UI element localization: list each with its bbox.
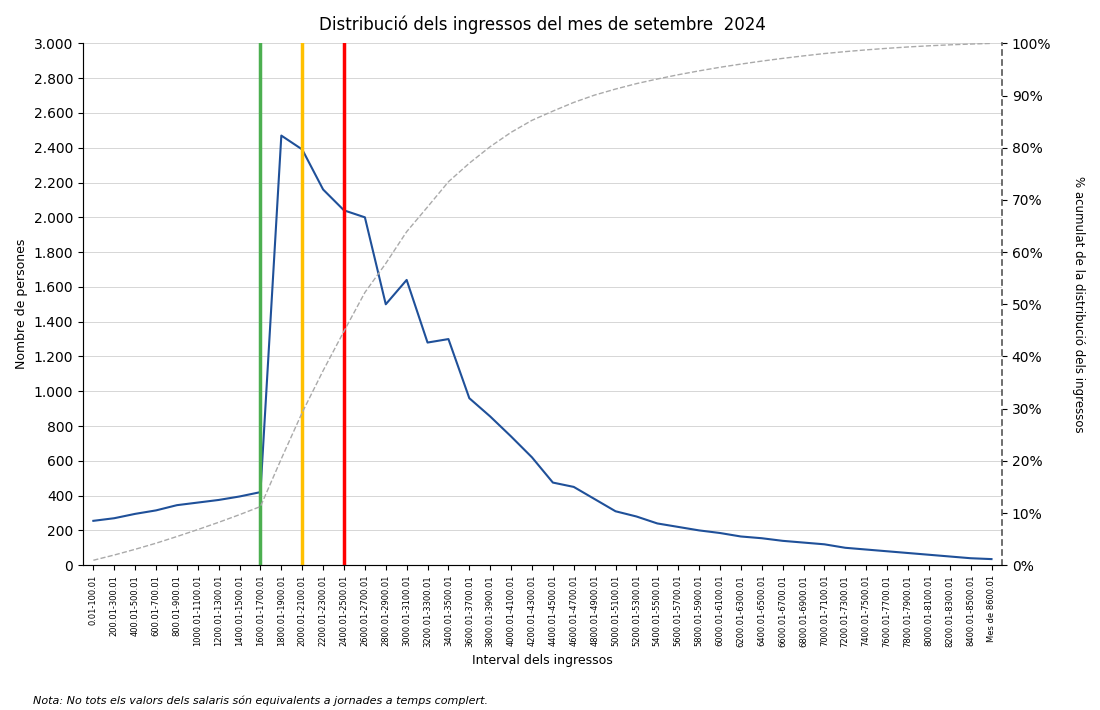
Text: Nota: No tots els valors dels salaris són equivalents a jornades a temps compler: Nota: No tots els valors dels salaris só… xyxy=(33,696,488,706)
Title: Distribució dels ingressos del mes de setembre  2024: Distribució dels ingressos del mes de se… xyxy=(319,15,766,33)
X-axis label: Interval dels ingressos: Interval dels ingressos xyxy=(472,654,613,667)
Y-axis label: % acumulat de la distribució dels ingressos: % acumulat de la distribució dels ingres… xyxy=(1072,176,1085,432)
Y-axis label: Nombre de persones: Nombre de persones xyxy=(15,239,28,369)
